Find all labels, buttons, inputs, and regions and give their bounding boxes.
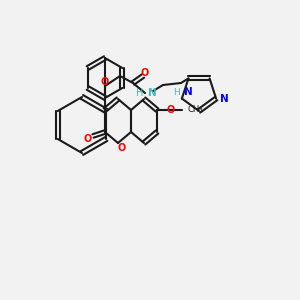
Text: O: O [167,105,175,115]
Text: O: O [118,143,126,153]
Text: CH₃: CH₃ [188,106,203,115]
Text: N: N [220,94,229,103]
Text: O: O [84,134,92,144]
Text: N: N [148,88,157,98]
Text: H: H [173,88,180,97]
Text: H: H [136,88,143,98]
Text: O: O [101,77,109,87]
Text: O: O [141,68,149,78]
Text: N: N [184,87,193,97]
